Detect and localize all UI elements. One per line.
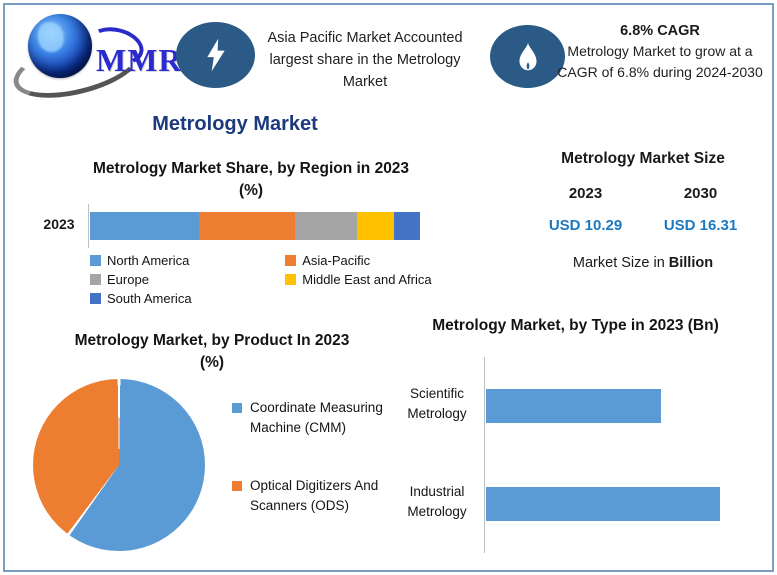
type-chart-plot — [484, 357, 775, 553]
flame-glyph — [518, 41, 537, 70]
legend-label: South America — [107, 291, 192, 306]
region-bar-segment — [393, 212, 420, 240]
logo-text: MMR — [96, 42, 183, 78]
year-2023-label: 2023 — [568, 185, 603, 202]
legend-item: South America — [90, 289, 285, 308]
legend-swatch — [285, 255, 297, 266]
market-size-years: 2023 2030 — [528, 185, 758, 202]
highlight-asia-text: Asia Pacific Market Accounted largest sh… — [267, 30, 463, 90]
market-size-note-prefix: Market Size in — [572, 255, 665, 271]
type-category-label: Scientific Metrology — [407, 386, 467, 421]
legend-swatch — [90, 255, 101, 266]
market-size-values: USD 10.29 USD 16.31 — [528, 217, 758, 234]
market-size-note-unit: Billion — [668, 255, 714, 271]
legend-item: Coordinate Measuring Machine (CMM) — [232, 398, 422, 438]
market-size-title: Metrology Market Size — [561, 150, 725, 167]
region-bar-segment — [90, 212, 199, 240]
value-2030: USD 16.31 — [663, 217, 738, 234]
region-chart-plot — [88, 204, 421, 248]
legend-item: Middle East and Africa — [285, 270, 445, 289]
legend-swatch — [90, 274, 101, 285]
legend-swatch — [90, 293, 101, 304]
legend-label: Europe — [107, 272, 149, 287]
product-chart-title-unit: (%) — [199, 354, 225, 371]
legend-item: Europe — [90, 270, 285, 289]
type-category-label: Industrial Metrology — [407, 484, 467, 519]
product-chart-legend: Coordinate Measuring Machine (CMM) Optica… — [232, 398, 422, 554]
legend-swatch — [285, 274, 297, 285]
region-chart-title-line1: Metrology Market Share, by Region in 202… — [92, 160, 410, 177]
product-pie-chart — [33, 379, 205, 551]
legend-item: North America — [90, 251, 285, 270]
product-chart-title: Metrology Market, by Product In 2023 (%) — [47, 330, 377, 374]
region-chart-title-unit: (%) — [238, 182, 264, 199]
product-chart-title-line1: Metrology Market, by Product In 2023 — [74, 332, 350, 349]
region-stacked-bar — [90, 212, 420, 240]
type-chart-title: Metrology Market, by Type in 2023 (Bn) — [432, 317, 719, 334]
region-bar-segment — [294, 212, 358, 240]
value-2023: USD 10.29 — [548, 217, 623, 234]
type-bar-industrial — [486, 487, 721, 521]
legend-swatch — [232, 481, 242, 491]
globe-icon — [28, 14, 92, 78]
legend-label: Optical Digitizers And Scanners (ODS) — [250, 478, 379, 513]
region-chart-legend: North America Asia-Pacific Europe Middle Ea… — [90, 251, 445, 308]
cagr-text: Metrology Market to grow at a CAGR of 6.… — [557, 43, 763, 80]
legend-label: Middle East and Africa — [302, 272, 432, 287]
mmr-logo: MMR — [7, 6, 186, 109]
region-axis-category-label: 2023 — [43, 216, 75, 232]
lightning-icon — [176, 22, 255, 88]
page-title: Metrology Market — [152, 113, 318, 135]
region-chart-title: Metrology Market Share, by Region in 202… — [61, 158, 441, 202]
year-2030-label: 2030 — [683, 185, 718, 202]
highlight-cagr: 6.8% CAGR Metrology Market to grow at a … — [546, 21, 774, 83]
market-size-panel: Metrology Market Size 2023 2030 USD 10.2… — [528, 150, 758, 271]
legend-item: Optical Digitizers And Scanners (ODS) — [232, 476, 422, 516]
legend-label: Asia-Pacific — [302, 253, 371, 268]
legend-label: Coordinate Measuring Machine (CMM) — [250, 400, 383, 435]
legend-item: Asia-Pacific — [285, 251, 445, 270]
cagr-title: 6.8% CAGR — [620, 23, 700, 39]
market-size-note: Market Size in Billion — [528, 255, 758, 271]
legend-swatch — [232, 403, 242, 413]
type-bar-scientific — [486, 389, 661, 423]
flame-icon — [490, 25, 565, 88]
region-bar-segment — [198, 212, 295, 240]
legend-label: North America — [107, 253, 190, 268]
lightning-glyph — [206, 38, 225, 72]
region-bar-segment — [357, 212, 394, 240]
